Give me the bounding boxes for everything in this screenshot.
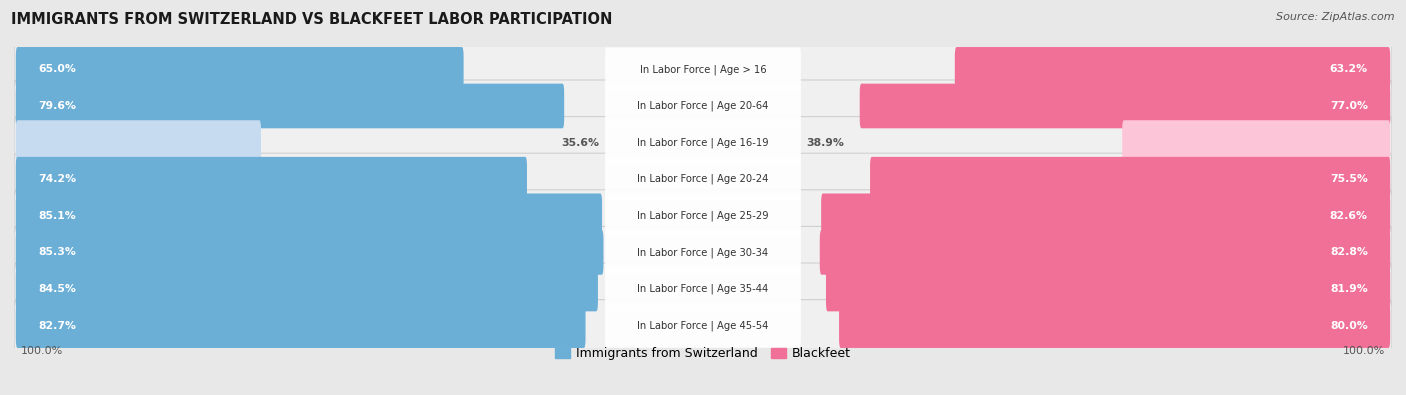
Text: In Labor Force | Age 35-44: In Labor Force | Age 35-44 xyxy=(637,284,769,294)
FancyBboxPatch shape xyxy=(605,230,801,275)
Text: 82.6%: 82.6% xyxy=(1330,211,1368,221)
FancyBboxPatch shape xyxy=(820,230,1391,275)
Text: Source: ZipAtlas.com: Source: ZipAtlas.com xyxy=(1277,12,1395,22)
Text: 38.9%: 38.9% xyxy=(807,137,844,148)
Text: In Labor Force | Age 30-34: In Labor Force | Age 30-34 xyxy=(637,247,769,258)
FancyBboxPatch shape xyxy=(605,267,801,311)
Text: 100.0%: 100.0% xyxy=(1343,346,1385,356)
Text: 100.0%: 100.0% xyxy=(21,346,63,356)
Text: 63.2%: 63.2% xyxy=(1330,64,1368,74)
Text: 65.0%: 65.0% xyxy=(38,64,76,74)
Text: 80.0%: 80.0% xyxy=(1330,321,1368,331)
Text: 82.7%: 82.7% xyxy=(38,321,76,331)
FancyBboxPatch shape xyxy=(15,230,603,275)
Text: 85.1%: 85.1% xyxy=(38,211,76,221)
Text: In Labor Force | Age > 16: In Labor Force | Age > 16 xyxy=(640,64,766,75)
FancyBboxPatch shape xyxy=(14,43,1392,95)
FancyBboxPatch shape xyxy=(1122,120,1391,165)
FancyBboxPatch shape xyxy=(825,267,1391,311)
FancyBboxPatch shape xyxy=(14,226,1392,278)
FancyBboxPatch shape xyxy=(859,84,1391,128)
Text: 77.0%: 77.0% xyxy=(1330,101,1368,111)
Text: 79.6%: 79.6% xyxy=(38,101,76,111)
FancyBboxPatch shape xyxy=(14,153,1392,205)
Text: 74.2%: 74.2% xyxy=(38,174,76,184)
Text: In Labor Force | Age 16-19: In Labor Force | Age 16-19 xyxy=(637,137,769,148)
FancyBboxPatch shape xyxy=(15,194,602,238)
Text: 85.3%: 85.3% xyxy=(38,247,76,258)
Text: In Labor Force | Age 20-24: In Labor Force | Age 20-24 xyxy=(637,174,769,184)
FancyBboxPatch shape xyxy=(14,117,1392,169)
Text: In Labor Force | Age 45-54: In Labor Force | Age 45-54 xyxy=(637,320,769,331)
Legend: Immigrants from Switzerland, Blackfeet: Immigrants from Switzerland, Blackfeet xyxy=(550,342,856,365)
FancyBboxPatch shape xyxy=(15,157,527,201)
FancyBboxPatch shape xyxy=(14,300,1392,352)
Text: In Labor Force | Age 25-29: In Labor Force | Age 25-29 xyxy=(637,211,769,221)
Text: 75.5%: 75.5% xyxy=(1330,174,1368,184)
FancyBboxPatch shape xyxy=(14,190,1392,242)
FancyBboxPatch shape xyxy=(15,120,262,165)
FancyBboxPatch shape xyxy=(605,194,801,238)
Text: 35.6%: 35.6% xyxy=(561,137,599,148)
FancyBboxPatch shape xyxy=(15,303,585,348)
FancyBboxPatch shape xyxy=(605,157,801,201)
Text: 82.8%: 82.8% xyxy=(1330,247,1368,258)
FancyBboxPatch shape xyxy=(15,84,564,128)
FancyBboxPatch shape xyxy=(955,47,1391,92)
FancyBboxPatch shape xyxy=(839,303,1391,348)
Text: In Labor Force | Age 20-64: In Labor Force | Age 20-64 xyxy=(637,101,769,111)
FancyBboxPatch shape xyxy=(14,80,1392,132)
Text: 81.9%: 81.9% xyxy=(1330,284,1368,294)
FancyBboxPatch shape xyxy=(821,194,1391,238)
FancyBboxPatch shape xyxy=(870,157,1391,201)
FancyBboxPatch shape xyxy=(15,267,598,311)
Text: 84.5%: 84.5% xyxy=(38,284,76,294)
FancyBboxPatch shape xyxy=(14,263,1392,315)
FancyBboxPatch shape xyxy=(605,84,801,128)
FancyBboxPatch shape xyxy=(605,304,801,348)
FancyBboxPatch shape xyxy=(605,120,801,165)
Text: IMMIGRANTS FROM SWITZERLAND VS BLACKFEET LABOR PARTICIPATION: IMMIGRANTS FROM SWITZERLAND VS BLACKFEET… xyxy=(11,12,613,27)
FancyBboxPatch shape xyxy=(15,47,464,92)
FancyBboxPatch shape xyxy=(605,47,801,91)
